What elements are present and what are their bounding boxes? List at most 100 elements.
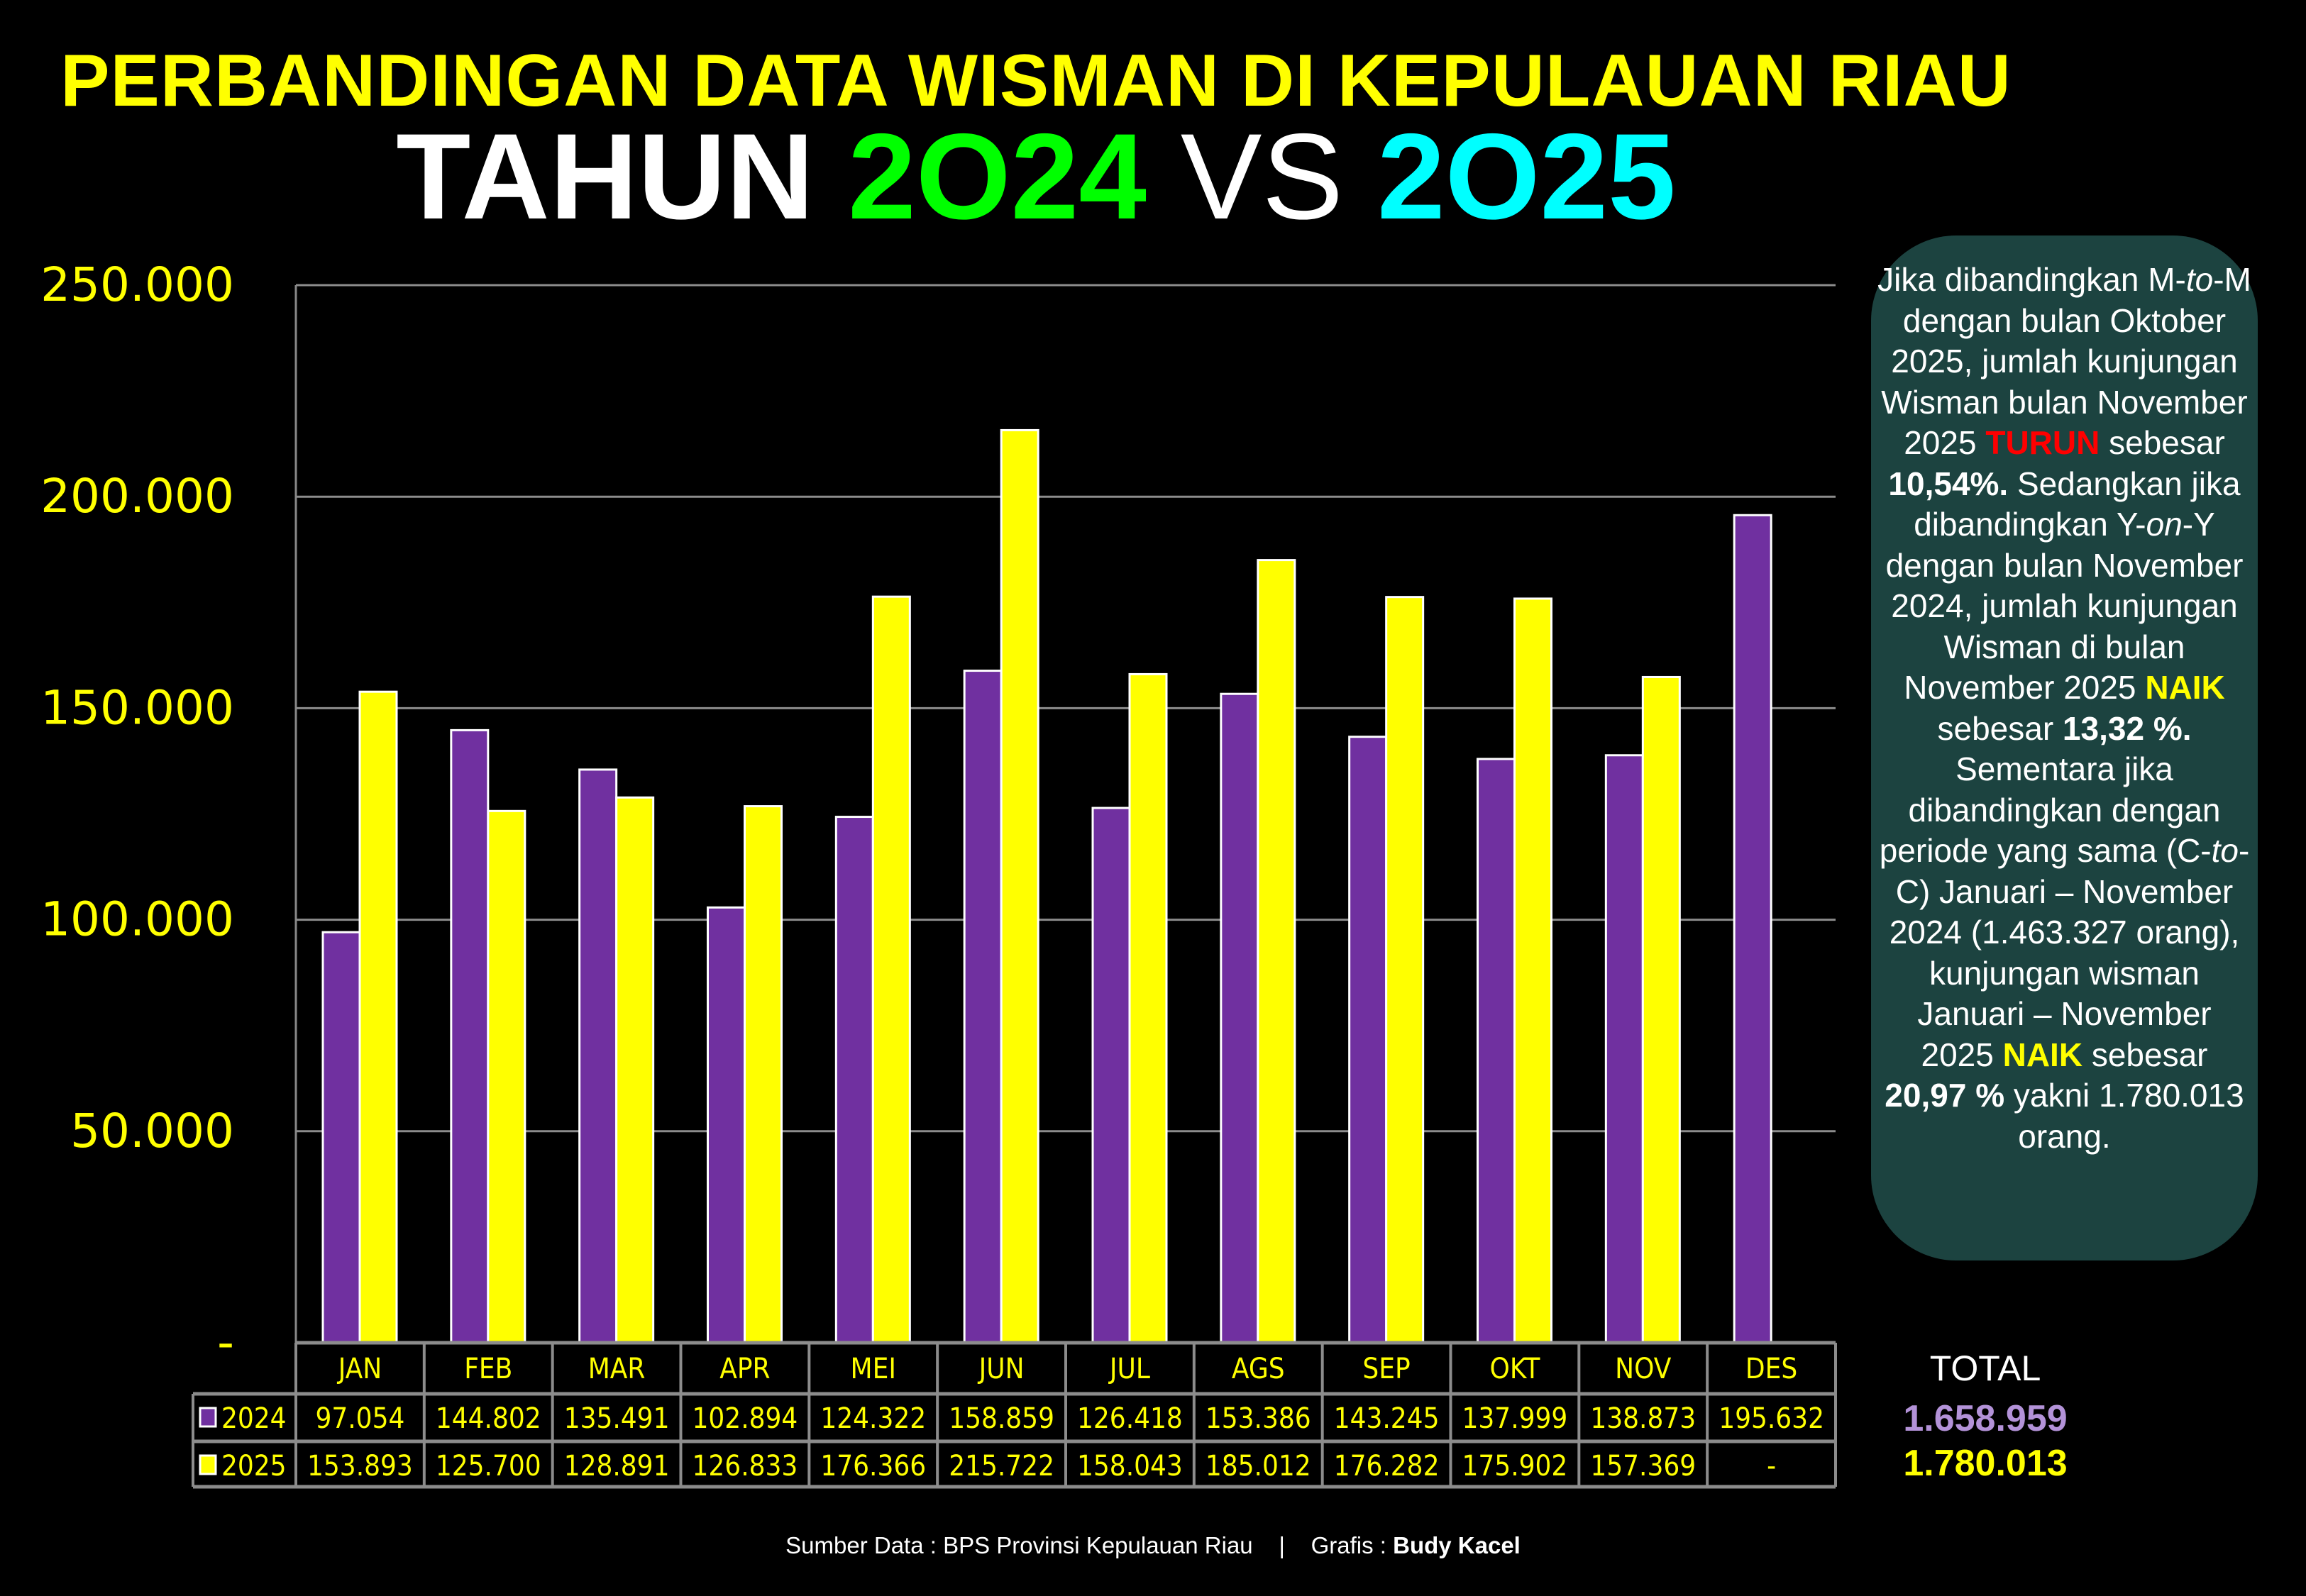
table-cell: 185.012 xyxy=(1206,1450,1311,1483)
table-cell: 158.859 xyxy=(949,1402,1054,1435)
legend-label-2024: 2024 xyxy=(221,1402,287,1435)
total-2024: 1.658.959 xyxy=(1903,1398,2068,1439)
note-text: sebesar xyxy=(2100,424,2225,461)
bar-2025-NOV xyxy=(1641,675,1681,1344)
ctoc-percent: 20,97 % xyxy=(1885,1077,2005,1114)
y-tick-label: 50.000 xyxy=(70,1104,234,1158)
y-tick-label: 150.000 xyxy=(40,680,234,735)
table-header-AGS: AGS xyxy=(1232,1353,1285,1385)
year-2025: 2O25 xyxy=(1377,109,1676,245)
note-text: -Y dengan bulan November 2024, jumlah ku… xyxy=(1885,506,2244,706)
mtom-percent: 10,54%. xyxy=(1888,465,2009,502)
total-label: TOTAL xyxy=(1929,1348,2041,1388)
bar-2024-JUL xyxy=(1091,807,1131,1344)
chart-title: PERBANDINGAN DATA WISMAN DI KEPULAUAN RI… xyxy=(60,40,2012,122)
bar-2025-AGS xyxy=(1257,559,1296,1344)
table-cell: 195.632 xyxy=(1719,1402,1824,1435)
table-cell: 157.369 xyxy=(1590,1450,1696,1483)
bar-2025-JUL xyxy=(1128,672,1168,1344)
table-header-APR: APR xyxy=(719,1353,770,1385)
table-header-MAR: MAR xyxy=(588,1353,646,1385)
yony-percent: 13,32 %. xyxy=(2062,709,2192,747)
footer: Sumber Data : BPS Provinsi Kepulauan Ria… xyxy=(0,1532,2306,1559)
note-text: sebesar xyxy=(1937,709,2063,747)
table-header-MEI: MEI xyxy=(851,1353,896,1385)
turun-label: TURUN xyxy=(1985,424,2100,461)
year-2024: 2O24 xyxy=(848,109,1147,245)
vs-label: VS xyxy=(1180,109,1344,245)
note-text: -M dengan bulan Oktober 2025, jumlah kun… xyxy=(1881,261,2251,461)
bar-2024-SEP xyxy=(1348,736,1388,1344)
note-text: to xyxy=(2185,261,2214,298)
table-cell: 124.322 xyxy=(820,1402,926,1435)
bar-2024-FEB xyxy=(450,728,490,1344)
legend-swatch-2024 xyxy=(199,1407,217,1428)
y-tick-label: - xyxy=(217,1315,234,1370)
note-text: sebesar xyxy=(2082,1036,2208,1073)
bar-2024-DES xyxy=(1733,514,1772,1344)
subtitle-prefix: TAHUN xyxy=(396,109,815,245)
naik-label: NAIK xyxy=(2002,1036,2083,1073)
table-cell: 126.833 xyxy=(693,1450,798,1483)
legend-label-2025: 2025 xyxy=(221,1450,287,1483)
table-header-JUN: JUN xyxy=(978,1353,1025,1385)
chart-subtitle: TAHUN 2O24 VS 2O25 xyxy=(0,106,2072,247)
y-tick-label: 100.000 xyxy=(40,892,234,947)
table-header-SEP: SEP xyxy=(1362,1353,1410,1385)
table-cell: 143.245 xyxy=(1334,1402,1440,1435)
table-cell: 128.891 xyxy=(564,1450,670,1483)
table-cell: 102.894 xyxy=(693,1402,798,1435)
naik-label: NAIK xyxy=(2145,669,2225,706)
table-cell: 137.999 xyxy=(1462,1402,1568,1435)
bar-2025-MAR xyxy=(615,796,655,1344)
bar-2024-NOV xyxy=(1604,754,1644,1344)
table-cell: 158.043 xyxy=(1077,1450,1183,1483)
bar-2025-JUN xyxy=(1000,428,1039,1344)
bar-2024-OKT xyxy=(1477,758,1516,1344)
table-cell: 176.282 xyxy=(1334,1450,1440,1483)
table-cell: 215.722 xyxy=(949,1450,1054,1483)
table-cell: 135.491 xyxy=(564,1402,670,1435)
bar-2024-JUN xyxy=(963,670,1003,1344)
bar-2025-APR xyxy=(744,805,783,1344)
table-cell: 126.418 xyxy=(1077,1402,1183,1435)
bar-2024-APR xyxy=(707,906,746,1344)
note-text: yakni 1.780.013 orang. xyxy=(2004,1077,2244,1155)
note-text: Sedangkan jika dibandingkan Y- xyxy=(1914,465,2241,543)
bar-2025-OKT xyxy=(1513,597,1552,1344)
table-cell: 153.386 xyxy=(1206,1402,1311,1435)
author-name: Budy Kacel xyxy=(1393,1532,1521,1558)
bar-2024-AGS xyxy=(1220,692,1259,1344)
table-cell: 97.054 xyxy=(315,1402,404,1435)
table-header-FEB: FEB xyxy=(464,1353,512,1385)
note-text: to xyxy=(2211,832,2239,869)
note-text: -C) Januari – November 2024 (1.463.327 o… xyxy=(1889,832,2250,1073)
note-text: Jika dibandingkan M- xyxy=(1877,261,2186,298)
table-cell: - xyxy=(1767,1450,1776,1483)
source-text: Sumber Data : BPS Provinsi Kepulauan Ria… xyxy=(785,1532,1394,1558)
bar-2025-FEB xyxy=(487,809,526,1344)
note-text: Sementara jika dibandingkan dengan perio… xyxy=(1879,750,2221,869)
table-header-NOV: NOV xyxy=(1615,1353,1672,1385)
table-header-JAN: JAN xyxy=(337,1353,382,1385)
bar-2025-MEI xyxy=(871,595,911,1344)
table-header-JUL: JUL xyxy=(1108,1353,1150,1385)
table-cell: 175.902 xyxy=(1462,1450,1568,1483)
bar-2024-MEI xyxy=(834,816,874,1344)
bar-2025-JAN xyxy=(358,690,398,1344)
note-text: on xyxy=(2146,506,2183,543)
bar-2024-MAR xyxy=(578,768,618,1344)
table-cell: 144.802 xyxy=(436,1402,541,1435)
total-2025: 1.780.013 xyxy=(1903,1443,2068,1484)
y-tick-label: 250.000 xyxy=(40,257,234,312)
bar-2025-SEP xyxy=(1385,596,1425,1344)
summary-note: Jika dibandingkan M-to-M dengan bulan Ok… xyxy=(1871,235,2258,1260)
bar-2024-JAN xyxy=(321,931,361,1344)
table-cell: 153.893 xyxy=(307,1450,413,1483)
table-header-DES: DES xyxy=(1745,1353,1797,1385)
table-cell: 125.700 xyxy=(436,1450,541,1483)
table-cell: 176.366 xyxy=(820,1450,926,1483)
table-header-OKT: OKT xyxy=(1490,1353,1541,1385)
y-tick-label: 200.000 xyxy=(40,469,234,523)
